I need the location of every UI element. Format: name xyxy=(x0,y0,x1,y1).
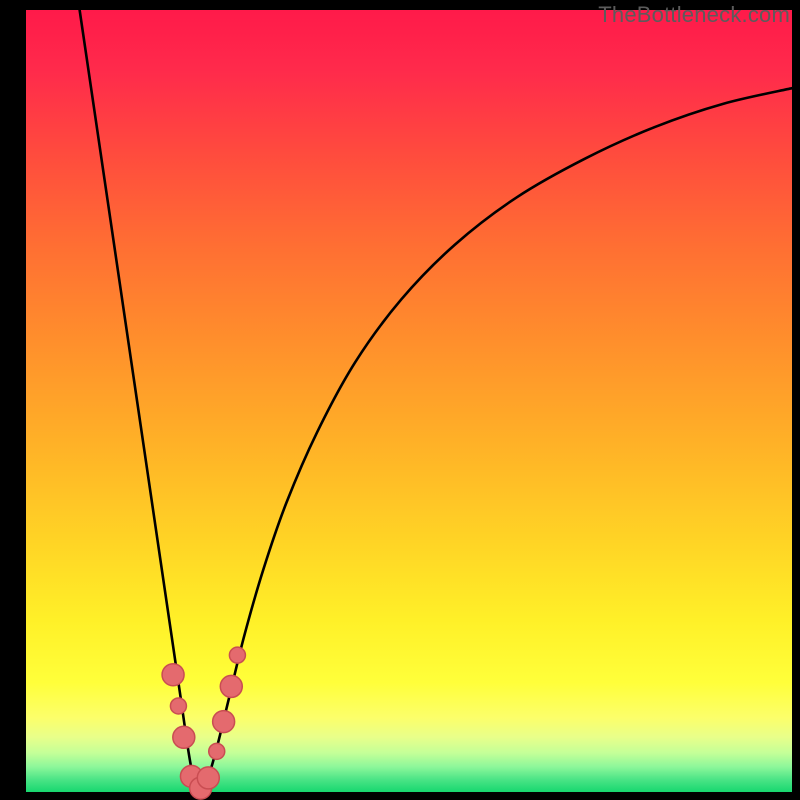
data-marker xyxy=(213,711,235,733)
bottleneck-curve-chart xyxy=(0,0,800,800)
chart-frame: TheBottleneck.com xyxy=(0,0,800,800)
watermark-label: TheBottleneck.com xyxy=(598,2,790,28)
data-marker xyxy=(197,767,219,789)
data-marker xyxy=(209,743,225,759)
gradient-background xyxy=(26,10,792,792)
plot-area: TheBottleneck.com xyxy=(0,0,800,800)
data-marker xyxy=(229,647,245,663)
data-marker xyxy=(220,675,242,697)
data-marker xyxy=(173,726,195,748)
data-marker xyxy=(162,664,184,686)
data-marker xyxy=(170,698,186,714)
